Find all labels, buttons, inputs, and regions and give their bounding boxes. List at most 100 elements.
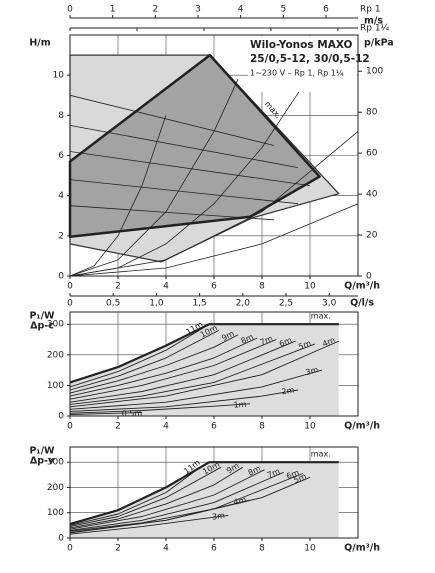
y-tick-label: 10: [53, 71, 65, 81]
y2-tick-label: 80: [366, 108, 378, 118]
curve: [69, 334, 239, 394]
curve: [69, 326, 205, 388]
x2-tick-label: 0: [67, 299, 73, 309]
x3-tick-label: 3: [195, 5, 201, 15]
y2-tick-label: 60: [366, 149, 378, 159]
x-tick-label: 0: [67, 422, 73, 432]
curve-label: 5m: [297, 339, 312, 352]
curve: [69, 151, 311, 186]
x-axis-label: Q/m³/h: [344, 421, 380, 432]
curve-label: 3m: [211, 511, 225, 522]
x3-tick-label: 0: [67, 5, 73, 15]
curve: [69, 412, 143, 415]
x-tick-label: 8: [259, 282, 265, 292]
x-tick-label: 4: [163, 422, 169, 432]
y-tick-label: 8: [58, 111, 64, 121]
chart-note: 1~230 V – Rp 1, Rp 1¼: [250, 69, 344, 78]
y-axis-label: H/m: [29, 38, 50, 49]
x-tick-label: 4: [163, 282, 169, 292]
y2-tick-label: 40: [366, 190, 378, 200]
y-tick-label: 100: [47, 381, 64, 391]
mode-label: Δp-v: [30, 456, 55, 467]
curve: [69, 115, 167, 277]
x-axis-label: Q/m³/h: [344, 281, 380, 292]
y2-tick-label: 20: [366, 231, 378, 241]
curve-label: max.: [311, 312, 331, 321]
x-tick-label: 0: [67, 544, 73, 554]
x2-tick-label: 3,0: [322, 299, 337, 309]
x-axis-label: Q/m³/h: [344, 543, 380, 554]
curve: [69, 179, 299, 205]
x-tick-label: 8: [259, 422, 265, 432]
y-tick-label: 300: [47, 458, 64, 468]
chart-title: Wilo-Yonos MAXO: [250, 39, 353, 51]
x-tick-label: 6: [211, 282, 217, 292]
curve: [69, 203, 359, 277]
x3-tick-label: 4: [238, 5, 244, 15]
x2-tick-label: 2,5: [279, 299, 293, 309]
y-axis-label: P₁/W: [29, 311, 55, 322]
curve: [69, 466, 222, 528]
y2-axis-label: p/kPa: [364, 38, 394, 49]
curve-label: 0.5m: [122, 409, 143, 419]
y-tick-label: 6: [58, 151, 64, 161]
y-tick-label: 200: [47, 483, 64, 493]
curve-label: 3m: [305, 365, 320, 377]
curve: [69, 389, 299, 412]
curve: [69, 94, 275, 146]
y-tick-label: 4: [58, 191, 64, 201]
y-tick-label: 0: [58, 534, 64, 544]
curve: [69, 339, 277, 400]
curve: [69, 125, 299, 168]
y2-tick-label: 100: [366, 67, 383, 77]
y-tick-label: 0: [58, 272, 64, 282]
curve: [69, 466, 244, 529]
curve: [69, 79, 239, 277]
curve-label: max.: [311, 450, 331, 459]
area: [70, 324, 339, 416]
curve: [69, 514, 229, 535]
curve: [69, 469, 265, 530]
curve: [69, 337, 258, 397]
x-tick-label: 6: [211, 422, 217, 432]
x3-tick-label: 5: [280, 5, 286, 15]
x-tick-label: 2: [115, 544, 121, 554]
area: [70, 462, 339, 538]
curve: [69, 205, 275, 221]
plot: max.: [68, 35, 359, 277]
y-axis-label: P₁/W: [29, 446, 55, 457]
x-tick-label: 10: [304, 422, 316, 432]
x2-tick-label: 1,0: [149, 299, 164, 309]
curve: [69, 330, 220, 391]
x-tick-label: 4: [163, 544, 169, 554]
curve: [69, 471, 284, 531]
x3-row-label: Rp 1: [360, 5, 381, 15]
curve-label: 6m: [285, 468, 300, 481]
curve: [69, 343, 315, 405]
x-tick-label: 8: [259, 544, 265, 554]
curve: [69, 340, 296, 403]
curve: [69, 323, 339, 384]
x3-tick-label: 1: [110, 5, 116, 15]
x3-axis-label: m/s: [364, 16, 383, 27]
y-tick-label: 200: [47, 350, 64, 360]
x3-tick-label: 6: [323, 5, 329, 15]
x-tick-label: 10: [304, 544, 316, 554]
y-tick-label: 100: [47, 508, 64, 518]
x-tick-label: 10: [304, 282, 316, 292]
curve: [69, 340, 339, 408]
title-box: [248, 36, 357, 92]
curve-label: 4m: [233, 495, 248, 507]
x-tick-label: 2: [115, 282, 121, 292]
y2-tick-label: 0: [366, 272, 372, 282]
curve: [69, 465, 203, 526]
curve: [69, 131, 359, 277]
x-tick-label: 2: [115, 422, 121, 432]
y-tick-label: 0: [58, 412, 64, 422]
curve: [69, 499, 251, 534]
curve-label: 2m: [281, 385, 295, 396]
x2-tick-label: 0,5: [106, 299, 120, 309]
curve: [69, 369, 323, 410]
